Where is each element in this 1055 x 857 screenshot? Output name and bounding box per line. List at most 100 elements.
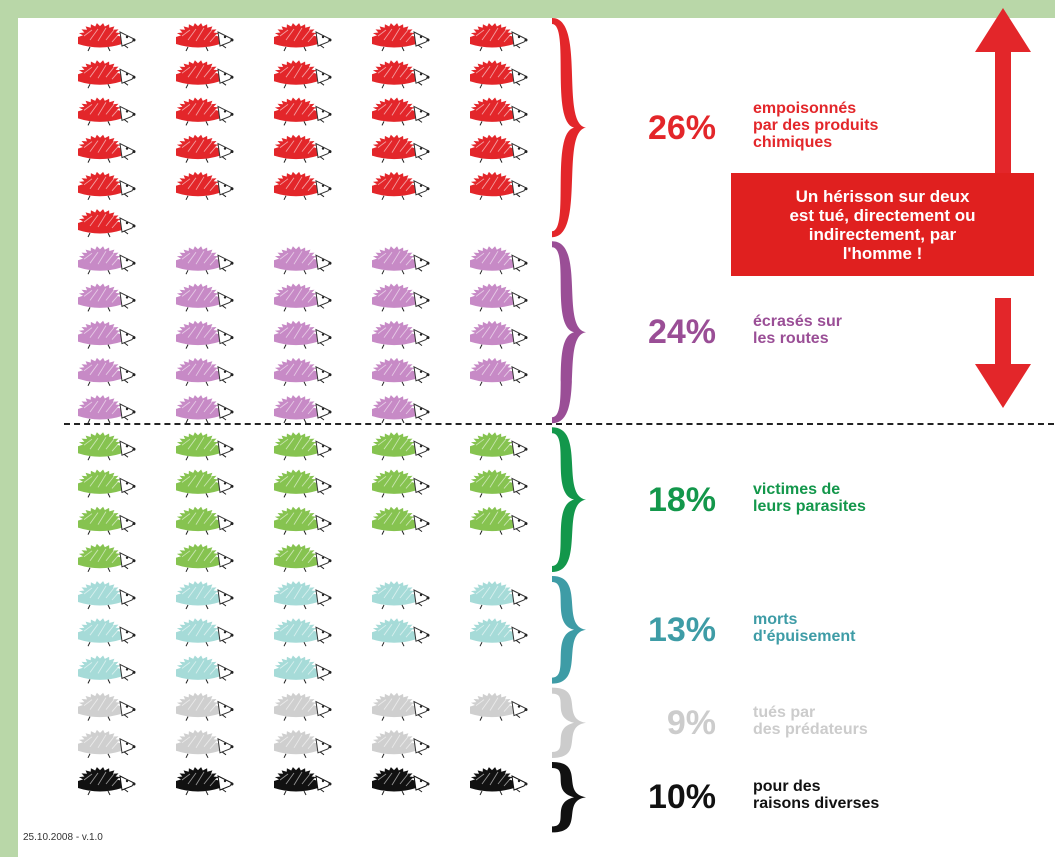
hedgehog-icon: [176, 23, 234, 52]
hedgehog-icon: [372, 506, 430, 535]
hedgehog-icon: [470, 246, 528, 275]
hedgehog-icon: [176, 618, 234, 647]
hedgehog-icon: [78, 506, 136, 535]
hedgehog-icon: [372, 432, 430, 461]
hedgehog-icon: [274, 729, 332, 759]
hedgehog-icon: [470, 97, 528, 126]
hedgehog-icon: [176, 60, 234, 89]
hedgehog-icon: [372, 692, 430, 721]
hedgehog-icon: [372, 320, 430, 349]
hedgehog-icon: [176, 246, 234, 275]
hedgehog-icon: [78, 246, 136, 275]
hedgehog-icon: [372, 469, 430, 498]
hedgehog-icon: [274, 283, 332, 312]
category-label: morts d'épuisement: [753, 610, 856, 645]
hedgehog-icon: [274, 581, 332, 610]
hedgehog-icon: [176, 134, 234, 163]
hedgehog-icon: [176, 357, 234, 387]
hedgehog-icon: [470, 432, 528, 461]
hedgehog-icon: [470, 357, 528, 387]
hedgehog-icon: [78, 97, 136, 126]
hedgehog-icon: [78, 209, 136, 238]
hedgehog-icon: [274, 171, 332, 201]
hedgehog-icon: [78, 543, 136, 573]
category-label: victimes de leurs parasites: [753, 480, 866, 515]
hedgehog-icon: [78, 171, 136, 201]
hedgehog-icon: [274, 60, 332, 89]
hedgehog-icon: [176, 320, 234, 349]
hedgehog-icon: [470, 469, 528, 498]
hedgehog-icon: [372, 729, 430, 759]
hedgehog-icon: [470, 60, 528, 89]
hedgehog-icon: [176, 655, 234, 684]
hedgehog-icon: [176, 432, 234, 461]
hedgehog-icon: [176, 543, 234, 573]
hedgehog-icon: [372, 97, 430, 126]
hedgehog-icon: [274, 395, 332, 424]
hedgehog-icon: [372, 246, 430, 275]
hedgehog-icon: [176, 283, 234, 312]
hedgehog-icon: [372, 134, 430, 163]
hedgehog-icon: [372, 60, 430, 89]
percent-label: 10%: [647, 778, 716, 817]
hedgehog-icon: [78, 60, 136, 89]
hedgehog-icon: [176, 767, 234, 796]
double-arrow-icon: [975, 8, 1031, 408]
hedgehog-icon: [274, 469, 332, 498]
callout-box: Un hérisson sur deux est tué, directemen…: [731, 173, 1034, 276]
hedgehog-icon: [78, 767, 136, 796]
hedgehog-icon: [78, 320, 136, 349]
percent-label: 24%: [647, 313, 716, 352]
hedgehog-icon: [274, 618, 332, 647]
hedgehog-icon: [470, 692, 528, 721]
hedgehog-icon: [470, 506, 528, 535]
hedgehog-icon: [274, 246, 332, 275]
version-stamp: 25.10.2008 - v.1.0: [23, 832, 103, 843]
hedgehog-icon: [78, 357, 136, 387]
category-label: tués par des prédateurs: [753, 703, 868, 738]
hedgehog-icon: [372, 581, 430, 610]
percent-label: 9%: [666, 703, 716, 742]
category-label: pour des raisons diverses: [753, 778, 880, 813]
hedgehog-icon: [274, 506, 332, 535]
category-label: écrasés sur les routes: [753, 313, 842, 348]
hedgehog-icon: [372, 357, 430, 387]
hedgehog-icon: [176, 581, 234, 610]
hedgehog-icon: [470, 134, 528, 163]
category-label: empoisonnés par des produits chimiques: [753, 100, 879, 152]
hedgehog-icon: [78, 581, 136, 610]
hedgehog-icon: [78, 23, 136, 52]
hedgehog-icon: [176, 395, 234, 424]
hedgehog-icon: [274, 692, 332, 721]
hedgehog-icon: [274, 543, 332, 573]
hedgehog-icon: [470, 283, 528, 312]
hedgehog-icon: [470, 767, 528, 796]
hedgehog-icon: [176, 97, 234, 126]
hedgehog-icon: [470, 581, 528, 610]
hedgehog-icon: [372, 171, 430, 201]
hedgehog-icon: [78, 655, 136, 684]
hedgehog-icon: [176, 729, 234, 759]
hedgehog-icon: [274, 23, 332, 52]
infographic: 26% empoisonnés par des produits chimique…: [18, 8, 1055, 857]
hedgehog-icon: [470, 320, 528, 349]
hedgehog-icon: [372, 618, 430, 647]
human-natural-divider: [64, 423, 1054, 425]
hedgehog-icon: [176, 171, 234, 201]
hedgehog-icon: [78, 283, 136, 312]
percent-label: 13%: [647, 610, 716, 649]
hedgehog-icon: [176, 506, 234, 535]
hedgehog-icon: [176, 692, 234, 721]
hedgehog-icon: [78, 395, 136, 424]
hedgehog-icon: [274, 432, 332, 461]
hedgehog-icon: [470, 171, 528, 201]
hedgehog-icon: [274, 655, 332, 684]
hedgehog-icon: [78, 469, 136, 498]
hedgehog-icon: [78, 134, 136, 163]
percent-label: 26%: [647, 108, 716, 147]
hedgehog-icon: [372, 767, 430, 796]
hedgehog-icon: [372, 395, 430, 424]
hedgehog-icon: [274, 320, 332, 349]
hedgehog-icon: [372, 23, 430, 52]
hedgehog-icon: [274, 97, 332, 126]
